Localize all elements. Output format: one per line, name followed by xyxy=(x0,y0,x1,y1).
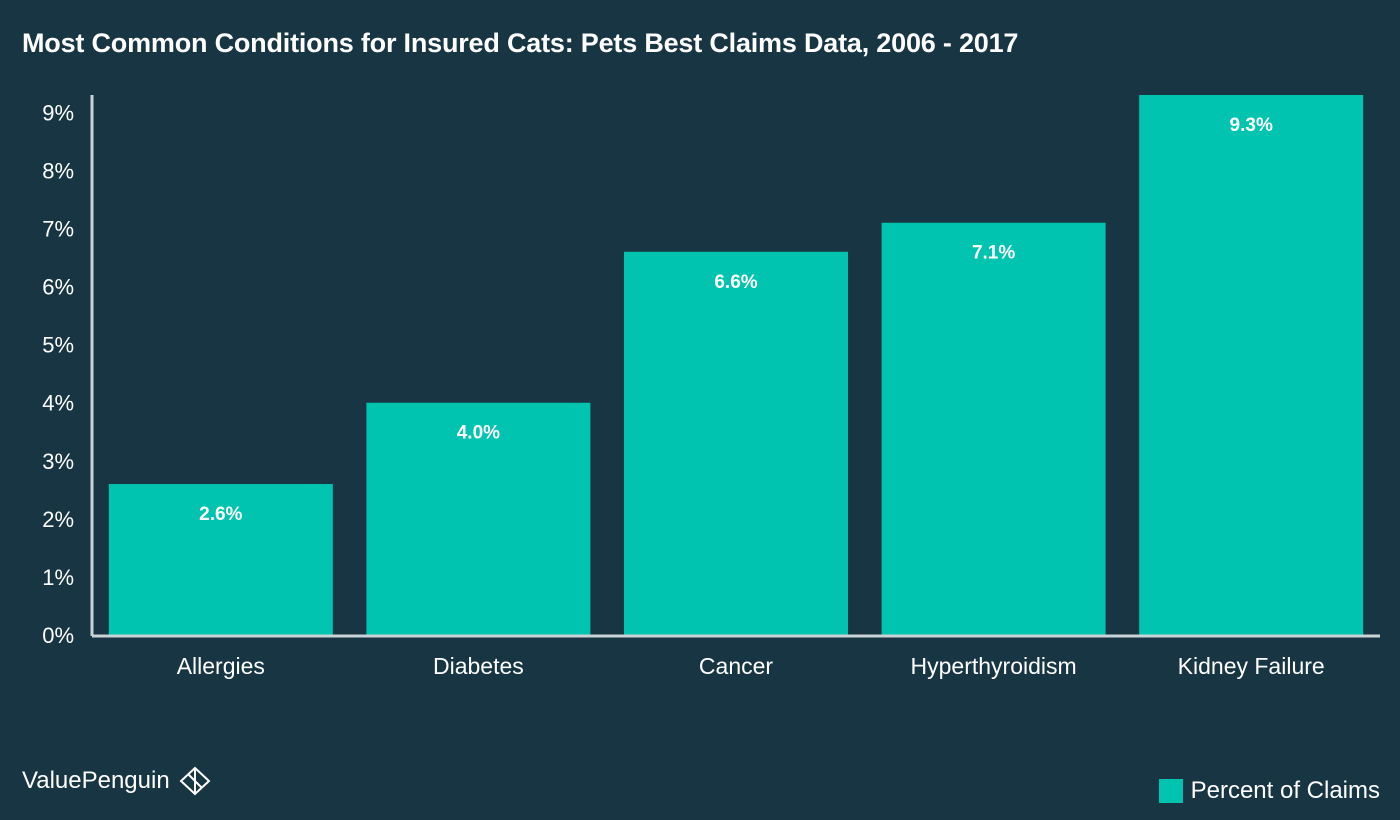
y-tick-label: 6% xyxy=(42,275,74,300)
y-tick-label: 9% xyxy=(42,100,74,125)
data-label: 4.0% xyxy=(457,423,500,444)
x-tick-label: Cancer xyxy=(699,653,773,679)
x-tick-label: Allergies xyxy=(177,653,265,679)
bar xyxy=(624,251,848,635)
y-tick-label: 3% xyxy=(42,449,74,474)
legend-label: Percent of Claims xyxy=(1190,777,1380,804)
y-tick-label: 0% xyxy=(42,623,74,648)
y-tick-label: 7% xyxy=(42,217,74,242)
bar xyxy=(1139,95,1364,635)
bar xyxy=(366,402,591,635)
y-tick-label: 8% xyxy=(42,158,74,183)
chart-title: Most Common Conditions for Insured Cats:… xyxy=(22,28,1019,58)
brand: ValuePenguin xyxy=(22,766,212,796)
bar xyxy=(881,222,1106,635)
bar xyxy=(108,484,333,635)
penguin-logo-icon xyxy=(178,766,212,796)
data-label: 7.1% xyxy=(972,243,1015,264)
legend: Percent of Claims xyxy=(1158,777,1380,805)
x-tick-label: Hyperthyroidism xyxy=(911,653,1077,679)
data-label: 2.6% xyxy=(199,504,242,525)
y-tick-label: 5% xyxy=(42,333,74,358)
x-tick-label: Kidney Failure xyxy=(1178,653,1325,679)
legend-swatch xyxy=(1158,779,1183,803)
y-tick-label: 4% xyxy=(42,391,74,416)
bar-chart: 0% 1% 2% 3% 4% 5% 6% 7% 8% 9% 2.6% Allergies 4.0% Dia… xyxy=(42,95,1380,679)
y-tick-label: 1% xyxy=(42,565,74,590)
data-label: 9.3% xyxy=(1230,115,1273,136)
x-tick-label: Diabetes xyxy=(433,653,524,679)
y-tick-label: 2% xyxy=(42,507,74,532)
brand-name: ValuePenguin xyxy=(22,767,170,794)
data-label: 6.6% xyxy=(714,272,757,293)
